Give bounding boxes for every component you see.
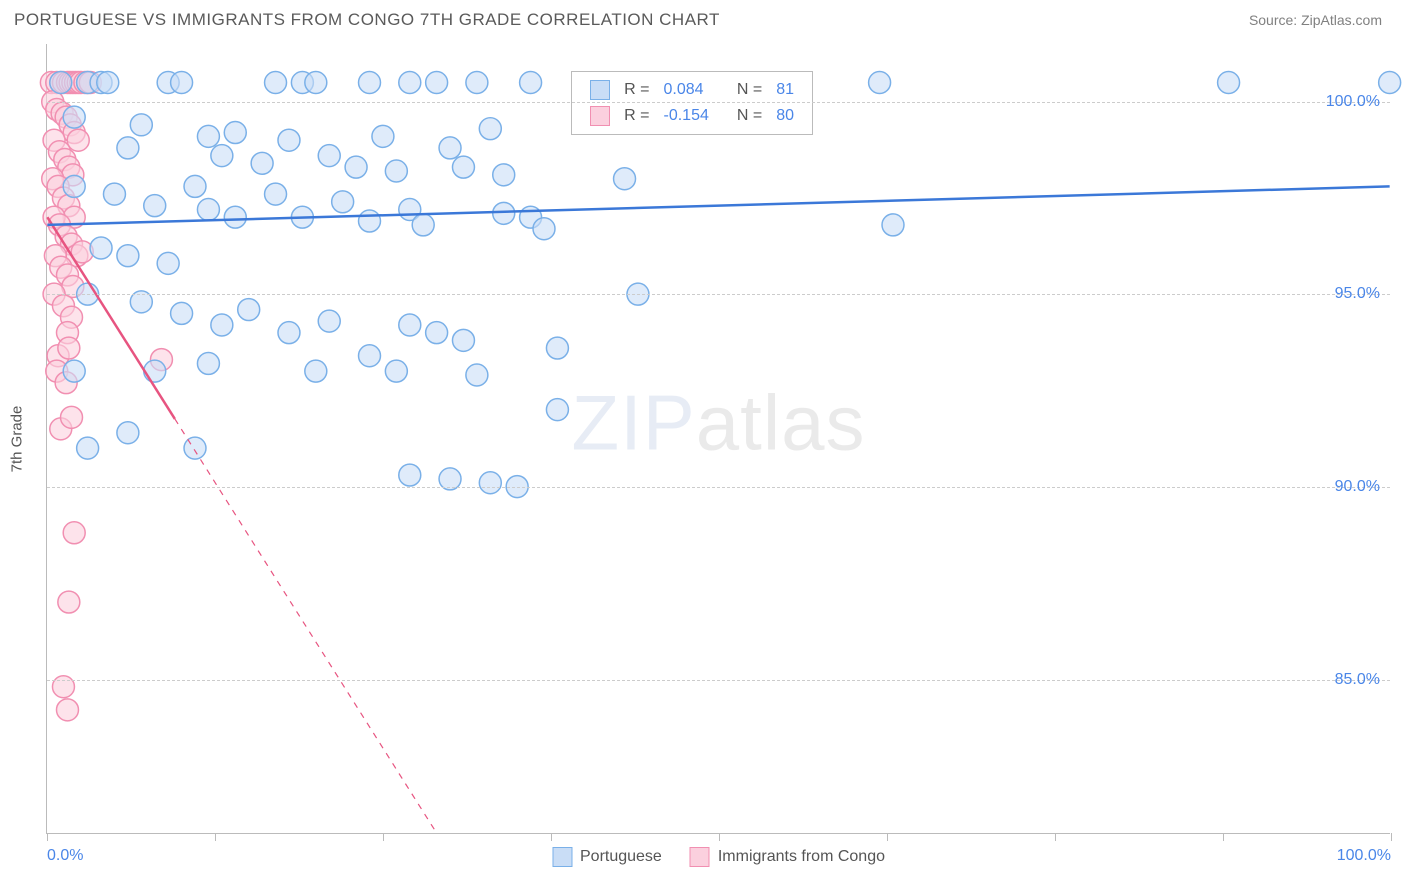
- y-tick-label: 90.0%: [1335, 478, 1380, 496]
- legend-item-congo: Immigrants from Congo: [690, 847, 885, 867]
- legend-stats: R = 0.084 N = 81 R = -0.154 N = 80: [571, 71, 813, 135]
- y-axis-title: 7th Grade: [9, 405, 26, 472]
- legend-label-congo: Immigrants from Congo: [718, 848, 885, 866]
- chart-title: PORTUGUESE VS IMMIGRANTS FROM CONGO 7TH …: [14, 10, 720, 30]
- chart-svg: [47, 44, 1390, 833]
- y-tick-label: 100.0%: [1326, 93, 1380, 111]
- source-label: Source: ZipAtlas.com: [1249, 12, 1382, 28]
- plot-area: 7th Grade ZIPatlas R = 0.084 N = 81 R = …: [46, 44, 1390, 834]
- legend-label-portuguese: Portuguese: [580, 848, 662, 866]
- legend-item-portuguese: Portuguese: [552, 847, 662, 867]
- x-tick-label: 0.0%: [47, 847, 83, 865]
- legend-bottom: Portuguese Immigrants from Congo: [552, 847, 885, 867]
- y-tick-label: 95.0%: [1335, 285, 1380, 303]
- x-tick-label: 100.0%: [1337, 847, 1391, 865]
- y-tick-label: 85.0%: [1335, 671, 1380, 689]
